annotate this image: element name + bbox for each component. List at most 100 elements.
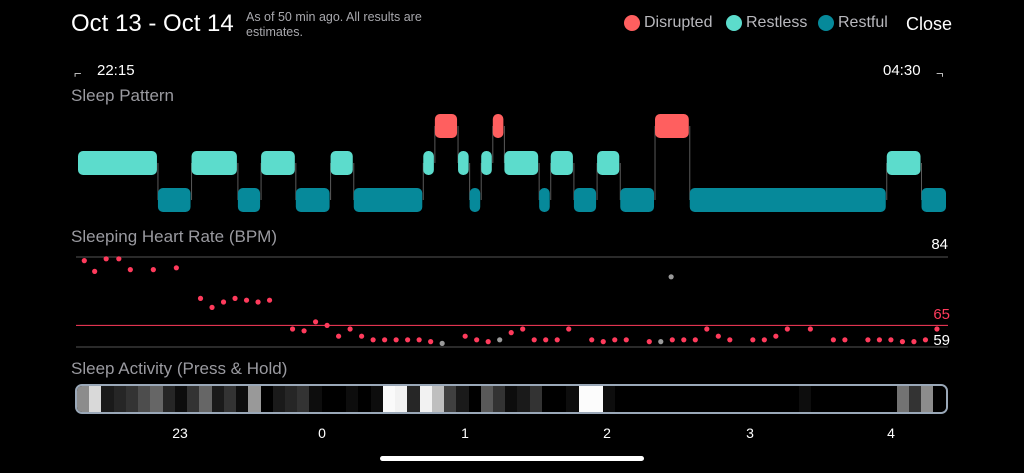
activity-segment	[125, 386, 139, 412]
segment-restless[interactable]	[78, 151, 157, 175]
hr-point	[462, 333, 468, 339]
activity-segment	[162, 386, 175, 412]
activity-segment	[590, 386, 604, 412]
hr-point	[370, 337, 376, 343]
hr-point	[312, 319, 319, 325]
activity-segment	[150, 386, 163, 412]
activity-segment	[749, 386, 763, 412]
hr-point	[173, 265, 179, 271]
activity-segment	[358, 386, 371, 412]
disrupted-dot-icon	[624, 15, 640, 31]
end-corner-icon: ¬	[936, 66, 944, 81]
hr-point	[197, 295, 204, 301]
segment-restless[interactable]	[550, 151, 573, 175]
segment-restless[interactable]	[458, 151, 469, 175]
hr-point	[646, 339, 652, 345]
segment-restful[interactable]	[353, 188, 423, 212]
start-time: 22:15	[97, 62, 135, 79]
activity-segment	[872, 386, 885, 412]
segment-restful[interactable]	[539, 188, 550, 212]
activity-segment	[786, 386, 799, 412]
segment-restful[interactable]	[295, 188, 330, 212]
segment-restful[interactable]	[921, 188, 946, 212]
sleep-pattern-chart[interactable]	[0, 108, 1024, 218]
hour-label: 4	[887, 425, 895, 441]
activity-segment	[664, 386, 677, 412]
hr-point	[922, 337, 929, 343]
hr-point	[485, 339, 491, 345]
segment-restful[interactable]	[157, 188, 191, 212]
hour-label: 2	[603, 425, 611, 441]
segment-restful[interactable]	[237, 188, 261, 212]
activity-segment	[713, 386, 726, 412]
legend-disrupted: Disrupted	[624, 14, 712, 32]
legend-label: Restful	[838, 14, 888, 31]
hr-point	[382, 337, 388, 343]
activity-segment	[529, 386, 542, 412]
activity-segment	[798, 386, 812, 412]
hr-point	[589, 337, 595, 343]
hr-point	[704, 326, 710, 332]
segment-restless[interactable]	[191, 151, 237, 175]
hr-point	[692, 337, 698, 343]
activity-segment	[407, 386, 420, 412]
segment-restful[interactable]	[469, 188, 481, 212]
hr-point	[405, 337, 411, 343]
activity-segment	[823, 386, 836, 412]
segment-disrupted[interactable]	[434, 114, 458, 138]
activity-segment	[211, 386, 224, 412]
hr-point	[612, 337, 618, 343]
segment-disrupted[interactable]	[655, 114, 689, 138]
activity-segment	[333, 386, 347, 412]
hr-point	[81, 258, 87, 264]
activity-segment	[101, 386, 114, 412]
hr-point	[324, 322, 330, 328]
activity-segment	[321, 386, 334, 412]
segment-restless[interactable]	[481, 151, 492, 175]
legend-label: Disrupted	[644, 14, 713, 31]
hr-point	[508, 330, 514, 336]
hr-point	[784, 326, 790, 332]
activity-segment	[933, 386, 946, 412]
hr-point	[830, 337, 836, 343]
hr-point	[727, 337, 733, 343]
close-button[interactable]: Close	[906, 14, 953, 34]
legend-restful: Restful	[818, 14, 888, 32]
heart-rate-chart[interactable]	[0, 235, 1024, 357]
hr-point	[934, 326, 940, 332]
segment-disrupted[interactable]	[492, 114, 504, 138]
hr-point	[566, 326, 572, 332]
segment-restless[interactable]	[886, 151, 921, 175]
segment-restless[interactable]	[504, 151, 539, 175]
segment-restful[interactable]	[689, 188, 886, 212]
segment-restless[interactable]	[423, 151, 434, 175]
segment-restless[interactable]	[597, 151, 620, 175]
segment-restful[interactable]	[620, 188, 655, 212]
home-indicator[interactable]	[380, 456, 644, 461]
activity-segment	[517, 386, 530, 412]
hr-point	[623, 337, 629, 343]
hour-label: 23	[172, 425, 188, 441]
hour-label: 1	[461, 425, 469, 441]
hr-point	[911, 339, 917, 345]
activity-segment	[419, 386, 432, 412]
activity-segment	[615, 386, 628, 412]
activity-segment	[77, 386, 90, 412]
hr-outlier-point	[668, 274, 674, 280]
segment-restless[interactable]	[330, 151, 353, 175]
activity-segment	[762, 386, 775, 412]
hr-point	[888, 337, 894, 343]
hr-point	[600, 339, 606, 345]
segment-restful[interactable]	[573, 188, 597, 212]
hr-point	[209, 304, 215, 310]
hr-outlier-point	[658, 339, 664, 345]
sleep-activity-title: Sleep Activity (Press & Hold)	[71, 359, 288, 378]
hr-point	[301, 328, 307, 334]
hr-point	[474, 337, 480, 343]
hour-label: 3	[746, 425, 754, 441]
legend-restless: Restless	[726, 14, 807, 32]
segment-restless[interactable]	[261, 151, 295, 175]
activity-segment	[884, 386, 897, 412]
sleep-activity-bar[interactable]	[75, 384, 948, 414]
hr-point	[428, 339, 434, 345]
